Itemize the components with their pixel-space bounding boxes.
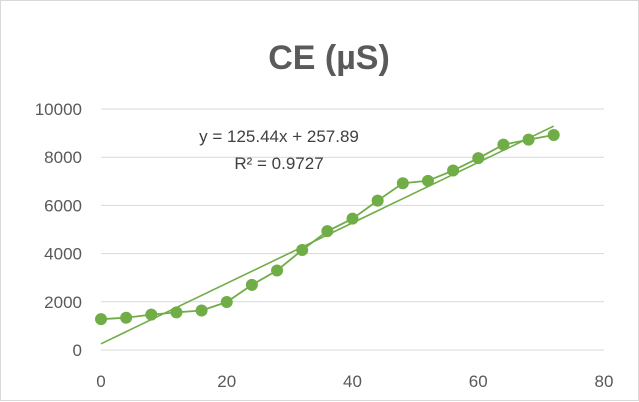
x-tick-label: 20 [217,372,236,391]
data-point [421,174,434,187]
data-point [145,308,158,321]
y-tick-label: 4000 [44,245,82,264]
y-tick-label: 6000 [44,196,82,215]
data-point [120,311,133,324]
data-point [95,313,107,326]
grid-layer [101,108,604,351]
data-point [346,212,359,225]
data-point [296,243,309,256]
data-point [396,177,409,190]
data-point [271,264,284,277]
data-point [220,296,233,309]
r-squared-label: R² = 0.9727 [234,154,323,173]
data-point [547,129,560,142]
y-tick-label: 10000 [35,100,82,119]
x-tick-label: 40 [343,372,362,391]
x-tick-label: 60 [469,372,488,391]
x-tick-label: 80 [595,372,614,391]
axis-labels: 0 2000 4000 6000 8000 10000 0 20 40 60 80 [35,100,614,391]
x-tick-label: 0 [96,372,105,391]
chart-title: CE (µS) [268,39,390,77]
data-point [522,133,535,146]
data-point [245,278,258,291]
data-point [170,306,183,319]
data-point [447,164,460,177]
data-point [195,304,208,317]
data-point [321,225,334,238]
series-layer [95,129,560,326]
y-tick-label: 0 [73,341,82,360]
data-point [472,152,485,165]
data-point [371,194,384,207]
y-tick-label: 8000 [44,148,82,167]
data-point [497,138,510,151]
trendline-equation: y = 125.44x + 257.89 [199,127,359,146]
y-tick-label: 2000 [44,293,82,312]
